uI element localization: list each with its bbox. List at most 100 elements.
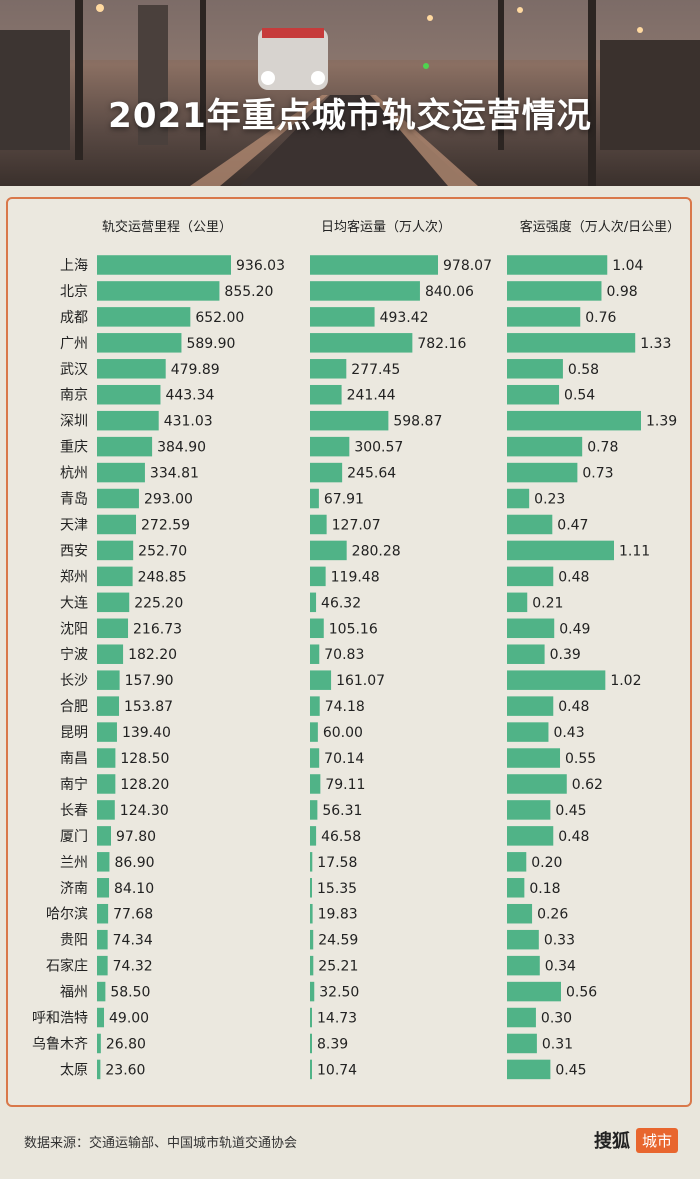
category-label: 沈阳 (60, 621, 88, 637)
bar-0 (97, 514, 137, 535)
value-label-0: 652.00 (195, 310, 244, 326)
bar-0 (97, 696, 120, 716)
category-label: 呼和浩特 (32, 1011, 88, 1027)
bar-1 (310, 878, 313, 898)
category-label: 重庆 (60, 440, 88, 456)
value-label-1: 46.58 (321, 829, 361, 845)
value-label-1: 493.42 (380, 310, 429, 326)
bar-0 (97, 488, 139, 509)
value-label-1: 105.16 (329, 621, 378, 637)
bar-0 (97, 644, 124, 664)
value-label-1: 782.16 (417, 336, 466, 352)
value-label-0: 153.87 (124, 699, 173, 715)
category-label: 合肥 (60, 699, 88, 715)
category-label: 厦门 (60, 829, 88, 845)
bar-2 (507, 384, 560, 405)
bar-1 (310, 255, 438, 275)
bar-1 (310, 696, 320, 716)
category-label: 上海 (60, 258, 88, 274)
value-label-2: 0.58 (568, 362, 599, 378)
value-label-1: 74.18 (325, 699, 365, 715)
value-label-0: 479.89 (171, 362, 220, 378)
bar-0 (97, 540, 134, 561)
bar-1 (310, 540, 347, 561)
category-label: 南宁 (60, 776, 88, 793)
value-label-2: 1.33 (640, 336, 671, 352)
bar-1 (310, 1007, 312, 1028)
category-label: 杭州 (60, 466, 88, 482)
bar-1 (310, 722, 318, 742)
value-label-2: 0.23 (534, 492, 565, 508)
value-label-0: 225.20 (134, 595, 183, 611)
bar-0 (97, 955, 108, 976)
bar-0 (97, 903, 109, 924)
category-label: 长春 (60, 803, 88, 819)
bar-2 (507, 333, 636, 353)
category-label: 南昌 (60, 751, 88, 767)
bar-2 (507, 592, 528, 613)
bar-1 (310, 1033, 312, 1054)
value-label-2: 0.49 (559, 621, 590, 637)
value-label-1: 15.35 (317, 881, 357, 897)
value-label-1: 280.28 (352, 543, 401, 559)
bar-0 (97, 359, 166, 379)
bar-1 (310, 307, 375, 327)
bar-0 (97, 670, 120, 690)
value-label-1: 277.45 (351, 362, 400, 378)
value-label-2: 0.56 (566, 985, 597, 1001)
hero-banner: 2021年重点城市轨交运营情况 (0, 0, 700, 186)
value-label-2: 0.18 (529, 881, 560, 897)
value-label-0: 589.90 (186, 336, 235, 352)
bar-1 (310, 774, 321, 794)
value-label-2: 0.48 (558, 569, 589, 585)
bar-1 (310, 592, 317, 613)
series-header-2: 客运强度（万人次/日公里） (520, 219, 680, 235)
category-label: 长沙 (60, 673, 88, 689)
chart-panel: 轨交运营里程（公里） 日均客运量（万人次） 客运强度（万人次/日公里） 上海 936.0… (6, 197, 692, 1107)
bar-2 (507, 878, 525, 898)
category-label: 广州 (60, 336, 88, 352)
bar-0 (97, 1007, 105, 1028)
value-label-1: 300.57 (354, 440, 403, 456)
bar-1 (310, 852, 313, 872)
category-label: 兰州 (60, 855, 88, 871)
value-label-0: 272.59 (141, 517, 190, 533)
category-label: 西安 (60, 543, 88, 559)
bar-2 (507, 566, 554, 587)
bar-0 (97, 307, 191, 327)
series-header-1: 日均客运量（万人次） (321, 219, 451, 235)
value-label-1: 8.39 (317, 1036, 348, 1052)
bar-1 (310, 800, 318, 820)
bar-1 (310, 981, 315, 1002)
bar-2 (507, 410, 641, 431)
value-label-1: 24.59 (318, 933, 358, 949)
bar-2 (507, 488, 530, 509)
bar-1 (310, 436, 350, 457)
value-label-2: 0.21 (532, 595, 563, 611)
value-label-1: 60.00 (323, 725, 363, 741)
bar-2 (507, 1059, 551, 1080)
value-label-0: 84.10 (114, 881, 154, 897)
value-label-1: 17.58 (317, 855, 357, 871)
value-label-2: 0.20 (531, 855, 562, 871)
bar-2 (507, 307, 581, 327)
value-label-1: 14.73 (317, 1011, 357, 1027)
value-label-2: 0.98 (606, 284, 637, 300)
bar-0 (97, 566, 133, 587)
bar-2 (507, 255, 608, 275)
category-label: 北京 (60, 284, 88, 300)
value-label-1: 840.06 (425, 284, 474, 300)
value-label-0: 97.80 (116, 829, 156, 845)
value-label-2: 1.04 (612, 258, 643, 274)
bar-0 (97, 436, 153, 457)
value-label-0: 216.73 (133, 621, 182, 637)
value-label-2: 0.48 (558, 699, 589, 715)
bar-0 (97, 384, 161, 405)
value-label-0: 157.90 (125, 673, 174, 689)
category-label: 武汉 (60, 362, 88, 378)
value-label-1: 10.74 (317, 1062, 357, 1078)
bar-2 (507, 618, 555, 639)
bar-1 (310, 748, 320, 768)
category-label: 天津 (60, 517, 88, 533)
bar-0 (97, 333, 182, 353)
